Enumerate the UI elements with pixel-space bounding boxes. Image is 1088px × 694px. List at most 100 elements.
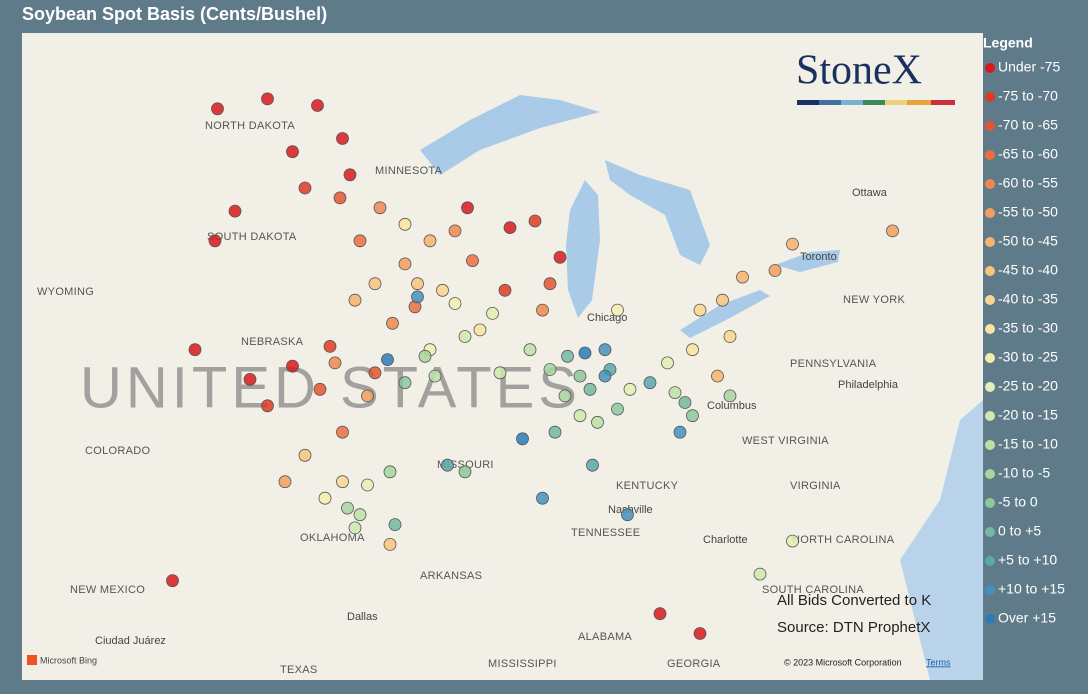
basis-point [441, 458, 454, 472]
basis-point [353, 508, 367, 522]
basis-point [361, 389, 374, 403]
legend: Under -75 -75 to -70 -70 to -65 -65 to -60 -… [985, 59, 1065, 626]
terms-link[interactable]: Terms [926, 657, 951, 667]
place-label: KENTUCKY [616, 480, 679, 492]
basis-point [373, 201, 387, 215]
basis-point [561, 349, 574, 363]
city-label: Columbus [707, 400, 757, 412]
logo-bar [797, 100, 955, 105]
legend-swatch [985, 527, 995, 537]
bing-icon [27, 655, 37, 665]
basis-point [716, 293, 729, 307]
basis-point [598, 369, 612, 383]
basis-point [423, 234, 437, 248]
note: All Bids Converted to K [777, 592, 931, 609]
place-label: MISSISSIPPI [488, 658, 557, 670]
city-label: Charlotte [703, 534, 748, 546]
basis-point [286, 359, 299, 373]
basis-point [313, 382, 327, 396]
basis-point [686, 343, 699, 357]
place-label: MINNESOTA [375, 165, 443, 177]
place-label: TEXAS [280, 664, 318, 676]
title: Soybean Spot Basis (Cents/Bushel) [22, 4, 327, 24]
basis-point [348, 293, 362, 307]
basis-point [228, 204, 242, 218]
basis-point [693, 627, 707, 640]
legend-swatch [985, 440, 995, 450]
legend-swatch [985, 556, 995, 566]
basis-point [723, 330, 737, 343]
basis-point [448, 224, 462, 238]
logo-box [795, 52, 955, 107]
basis-point [278, 475, 292, 489]
legend-label: 0 to +5 [998, 523, 1041, 539]
legend-label: -15 to -10 [998, 436, 1058, 452]
basis-point [336, 132, 349, 145]
basis-point [383, 465, 397, 479]
legend-swatch [985, 585, 995, 595]
city-label: Ciudad Juárez [95, 635, 166, 647]
basis-point [458, 465, 472, 479]
logo: StoneX [796, 48, 922, 94]
basis-point [623, 382, 637, 396]
legend-label: -45 to -40 [998, 262, 1058, 278]
basis-point [668, 386, 682, 400]
basis-point [573, 409, 587, 423]
place-label: ARKANSAS [420, 570, 482, 582]
basis-point [341, 501, 354, 515]
basis-point [583, 382, 597, 396]
atlantic [900, 400, 983, 680]
basis-point [388, 518, 402, 531]
legend-swatch [985, 237, 995, 247]
basis-point [166, 574, 179, 588]
basis-point [886, 224, 899, 238]
place-label: NORTH CAROLINA [792, 534, 895, 546]
basis-point [328, 356, 342, 370]
legend-swatch [985, 92, 995, 102]
basis-point [786, 237, 799, 251]
basis-point [786, 534, 799, 548]
legend-swatch [985, 324, 995, 334]
basis-point [353, 234, 367, 248]
legend-label: -5 to 0 [998, 494, 1038, 510]
legend-swatch [985, 411, 995, 421]
basis-point [693, 303, 707, 317]
basis-point [516, 432, 529, 446]
basis-point [418, 349, 432, 363]
note: Source: DTN ProphetX [777, 619, 930, 636]
basis-point [723, 389, 737, 403]
place-label: VIRGINIA [790, 480, 841, 492]
basis-point [361, 478, 374, 492]
basis-point [768, 264, 782, 277]
place-label: ALABAMA [578, 631, 632, 643]
place-label: SOUTH DAKOTA [207, 231, 297, 243]
place-label: OKLAHOMA [300, 532, 365, 544]
basis-point [653, 607, 667, 621]
basis-point [188, 343, 202, 357]
basis-point [336, 425, 349, 439]
legend-swatch [985, 63, 995, 73]
basis-point [493, 366, 507, 380]
basis-point [528, 214, 542, 228]
basis-point [548, 425, 562, 439]
legend-label: -30 to -25 [998, 349, 1058, 365]
basis-point [461, 201, 474, 215]
basis-point [573, 369, 587, 383]
legend-swatch [985, 469, 995, 479]
basis-point [503, 221, 517, 235]
basis-point [591, 415, 604, 429]
basis-point [398, 217, 412, 231]
basis-point [398, 376, 412, 390]
place-label: NEW YORK [843, 294, 905, 306]
basis-point [486, 306, 499, 320]
legend-title: Legend [983, 35, 1033, 51]
basis-point [536, 303, 549, 317]
legend-label: -10 to -5 [998, 465, 1050, 481]
basis-point [411, 290, 424, 304]
lake-ontario [775, 250, 840, 272]
legend-swatch [985, 208, 995, 218]
city-label: Ottawa [852, 187, 888, 199]
basis-point [298, 448, 312, 462]
basis-point [386, 316, 399, 330]
